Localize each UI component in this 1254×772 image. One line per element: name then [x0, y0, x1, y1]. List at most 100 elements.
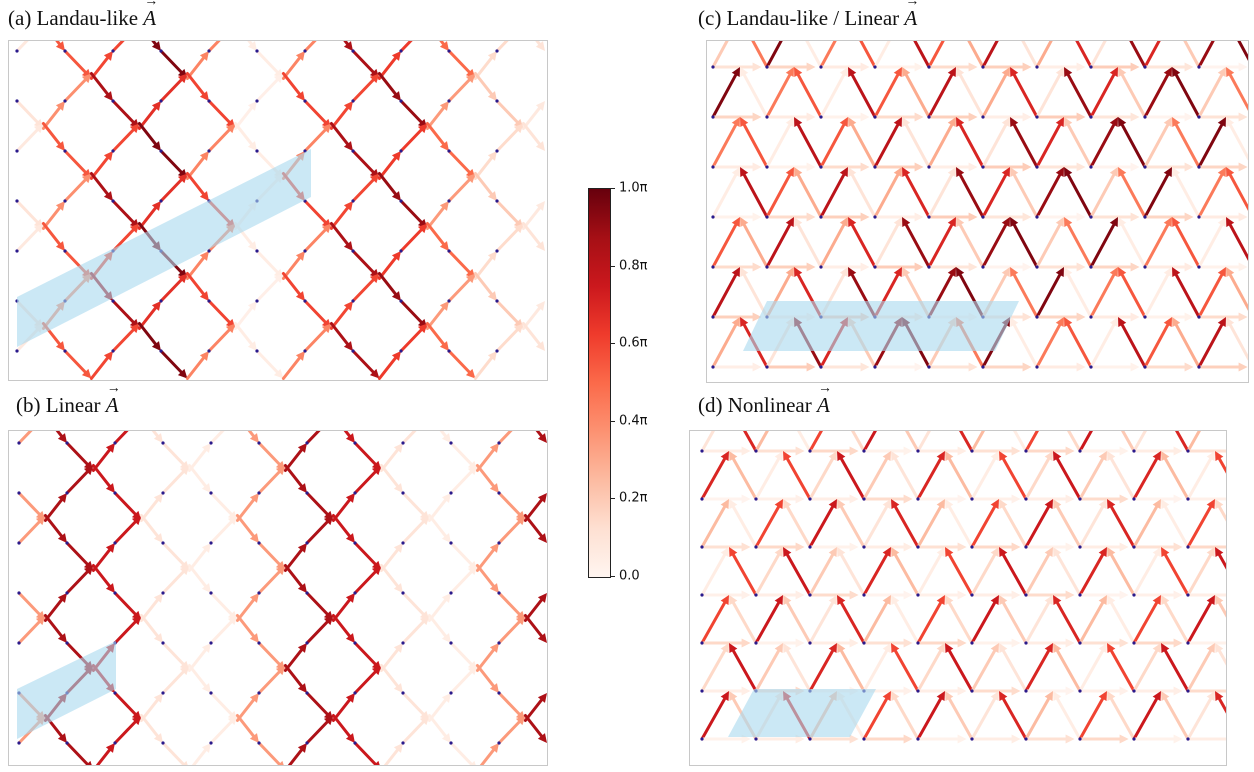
flux-arrow-head	[1022, 62, 1032, 72]
unit-cell-highlight	[17, 641, 116, 739]
flux-arrow-head	[891, 691, 900, 702]
flux-arrow-shaft	[1132, 649, 1159, 693]
flux-arrow-head	[1022, 362, 1032, 372]
lattice-site	[447, 49, 451, 53]
flux-arrow-shaft	[970, 649, 997, 693]
flux-arrow-head	[806, 112, 816, 122]
flux-arrow-head	[957, 542, 967, 552]
flux-arrow-head	[947, 117, 956, 128]
lattice-site	[65, 591, 69, 595]
flux-arrow-head	[1011, 542, 1021, 552]
flux-arrow-head	[1206, 691, 1215, 702]
lattice-site	[15, 49, 19, 53]
flux-arrow-head	[199, 151, 209, 161]
flux-arrow-head	[902, 167, 911, 178]
flux-arrow-shaft	[65, 441, 89, 466]
flux-arrow-head	[129, 123, 140, 134]
lattice-site	[1024, 689, 1028, 693]
flux-arrow-head	[278, 760, 284, 765]
flux-arrow-head	[783, 499, 792, 510]
flux-arrow-shaft	[523, 714, 543, 738]
lattice-site	[209, 541, 213, 545]
flux-arrow-shaft	[893, 505, 920, 549]
flux-arrow-head	[371, 565, 382, 576]
flux-arrow-shaft	[808, 553, 835, 597]
flux-arrow-head	[741, 446, 751, 456]
flux-arrow-shaft	[65, 470, 89, 495]
flux-arrow-head	[794, 117, 803, 128]
lattice-site	[1186, 737, 1190, 741]
flux-arrow-shaft	[399, 199, 423, 224]
flux-arrow-head	[55, 141, 65, 151]
flux-arrow-head	[33, 223, 44, 234]
flux-arrow-head	[1226, 317, 1235, 328]
flux-arrow-head	[1076, 212, 1086, 222]
flux-arrow-head	[1184, 62, 1194, 72]
lattice-site	[1186, 545, 1190, 549]
flux-arrow-head	[849, 590, 859, 600]
flux-arrow-head	[1010, 117, 1019, 128]
flux-arrow-shaft	[916, 553, 943, 597]
flux-arrow-shaft	[351, 149, 375, 174]
lattice-site	[765, 365, 769, 369]
flux-arrow-head	[806, 212, 816, 222]
flux-arrow-shaft	[1143, 323, 1170, 369]
flux-arrow-head	[729, 691, 738, 702]
flux-arrow-head	[393, 643, 403, 653]
lattice-site	[873, 65, 877, 69]
flux-arrow-shaft	[55, 431, 63, 438]
flux-arrow-head	[247, 41, 257, 51]
flux-arrow-shaft	[351, 278, 375, 303]
lattice-site	[970, 689, 974, 693]
flux-arrow-shaft	[401, 620, 425, 645]
flux-arrow-shaft	[1132, 697, 1159, 741]
flux-arrow-head	[343, 141, 353, 151]
lattice-site	[399, 149, 403, 153]
flux-arrow-head	[1107, 595, 1116, 606]
lattice-site	[209, 491, 213, 495]
flux-arrow-head	[1119, 734, 1129, 744]
flux-arrow-head	[537, 593, 547, 603]
lattice-site	[927, 165, 931, 169]
flux-arrow-shaft	[1035, 123, 1062, 169]
flux-arrow-head	[1107, 499, 1116, 510]
flux-arrow-shaft	[161, 670, 185, 695]
flux-arrow-head	[990, 643, 999, 654]
flux-arrow-shaft	[731, 457, 758, 501]
flux-arrow-head	[795, 542, 805, 552]
flux-arrow-shaft	[1174, 323, 1201, 369]
flux-arrow-head	[55, 241, 65, 251]
flux-arrow-head	[752, 112, 762, 122]
flux-arrow-shaft	[351, 178, 375, 203]
lattice-site	[970, 497, 974, 501]
lattice-site	[1197, 215, 1201, 219]
flux-arrow-head	[956, 117, 965, 128]
lattice-site	[351, 49, 355, 53]
flux-arrow-head	[774, 547, 783, 558]
lattice-site	[1024, 641, 1028, 645]
flux-arrow-shaft	[1174, 273, 1201, 319]
flux-arrow-shaft	[209, 691, 233, 716]
flux-arrow-shaft	[1186, 431, 1201, 453]
flux-arrow-shaft	[497, 691, 521, 716]
flux-arrow-shaft	[947, 553, 974, 597]
lattice-site	[207, 299, 211, 303]
flux-arrow-shaft	[15, 99, 39, 124]
panel-b-honeycomb-lattice	[8, 430, 548, 766]
lattice-site	[17, 541, 21, 545]
flux-arrow-shaft	[1012, 273, 1039, 319]
flux-arrow-head	[741, 494, 751, 504]
flux-arrow-shaft	[808, 431, 823, 453]
flux-arrow-shaft	[353, 441, 377, 466]
lattice-site	[711, 365, 715, 369]
flux-arrow-head	[1076, 262, 1086, 272]
flux-arrow-head	[199, 251, 209, 261]
lattice-site	[353, 541, 357, 545]
lattice-site	[207, 99, 211, 103]
lattice-site	[65, 641, 69, 645]
flux-arrow-shaft	[1186, 505, 1213, 549]
flux-arrow-head	[893, 167, 902, 178]
lattice-site	[353, 591, 357, 595]
flux-arrow-head	[957, 494, 967, 504]
lattice-site	[17, 441, 21, 445]
